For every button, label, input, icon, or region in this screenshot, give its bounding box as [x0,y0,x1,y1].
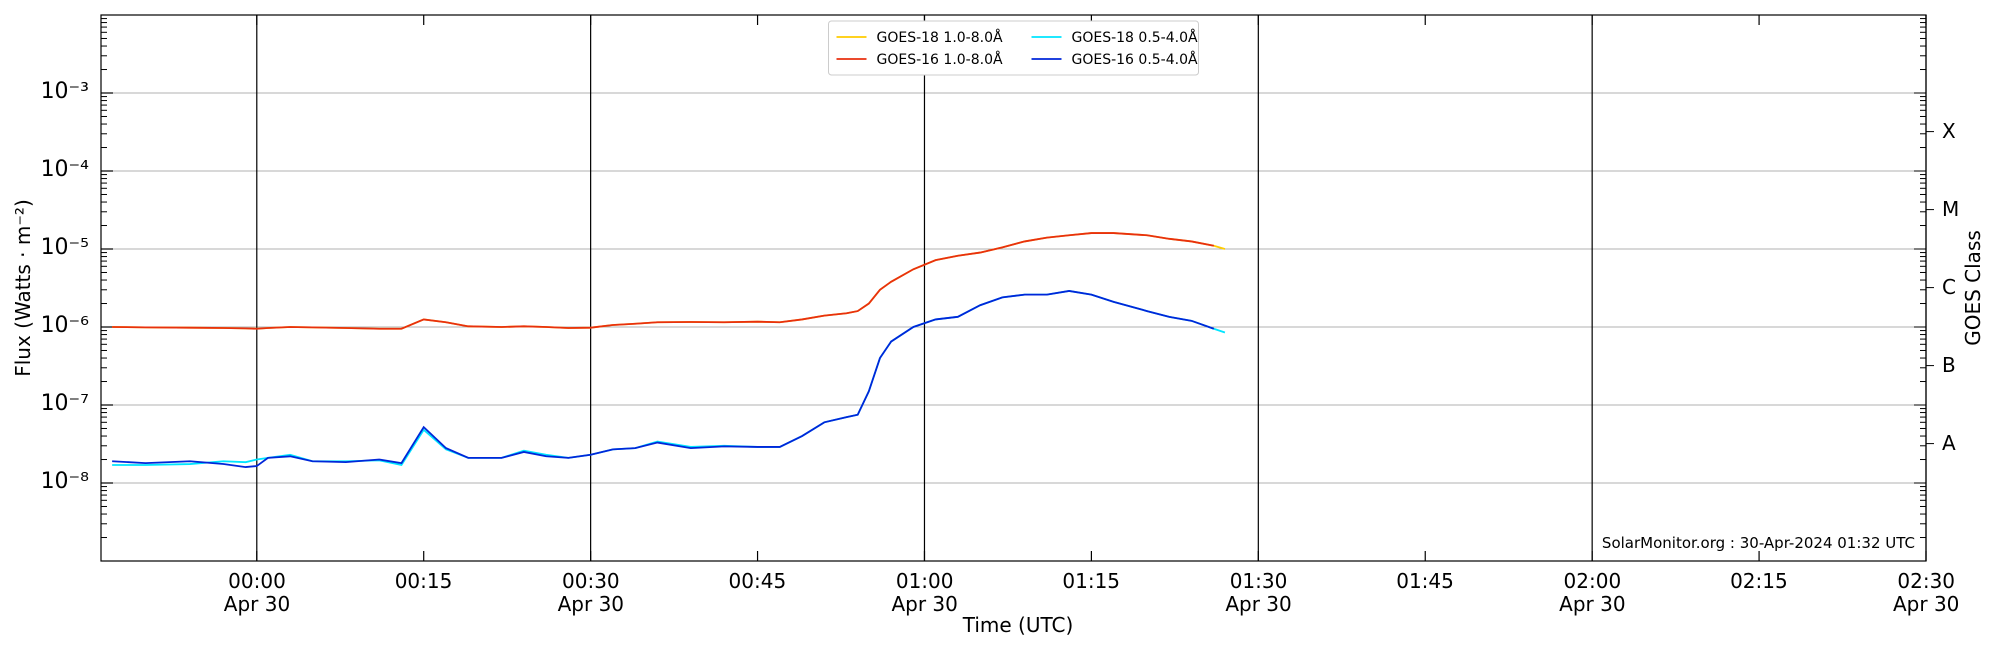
legend-label: GOES-18 0.5-4.0Å [1072,29,1198,46]
series-line [112,290,1226,467]
y-tick-label: 10⁻⁶ [40,313,89,338]
y-tick-label: 10⁻⁵ [40,235,89,260]
y-axis-label: Flux (Watts · m⁻²) [11,199,35,377]
y-tick-label: 10⁻⁴ [40,157,89,182]
legend: GOES-18 1.0-8.0Å GOES-16 1.0-8.0Å GOES-18 … [828,20,1199,76]
y2-tick-label: B [1942,352,1956,377]
y-tick-label: 10⁻³ [40,79,89,104]
x-tick-label: 00:15 [394,569,453,593]
y2-tick-label: A [1942,430,1956,455]
legend-box [828,20,1199,76]
y-tick-label: 10⁻⁸ [40,469,89,494]
y2-axis-label: GOES Class [1961,230,1985,346]
x-tick-label: 02:30 Apr 30 [1893,569,1960,616]
x-tick-label: 02:00 Apr 30 [1559,569,1626,616]
x-tick-label: 00:30 Apr 30 [557,569,625,616]
x-tick-label: 01:15 [1062,569,1121,593]
series-line [112,232,1226,330]
x-tick-label: 02:15 [1730,569,1788,593]
legend-label: GOES-16 1.0-8.0Å [877,51,1003,68]
series-line [112,290,1215,468]
x-axis-label: Time (UTC) [962,613,1074,637]
y2-tick-label: X [1942,118,1956,143]
x-tick-label: 01:45 [1396,569,1454,593]
y2-tick-label: C [1942,274,1956,299]
x-tick-label: 00:00 Apr 30 [223,569,291,616]
y-tick-label: 10⁻⁷ [40,391,89,416]
y2-tick-label: M [1942,196,1960,221]
legend-label: GOES-16 0.5-4.0Å [1072,51,1198,68]
plot-frame [100,14,1927,562]
series-line [112,232,1214,330]
x-tick-label: 00:45 [728,569,787,593]
legend-label: GOES-18 1.0-8.0Å [877,29,1003,46]
x-tick-label: 01:00 Apr 30 [891,569,958,616]
annotation: SolarMonitor.org : 30-Apr-2024 01:32 UTC [1602,534,1915,552]
x-tick-label: 01:30 Apr 30 [1225,569,1292,616]
